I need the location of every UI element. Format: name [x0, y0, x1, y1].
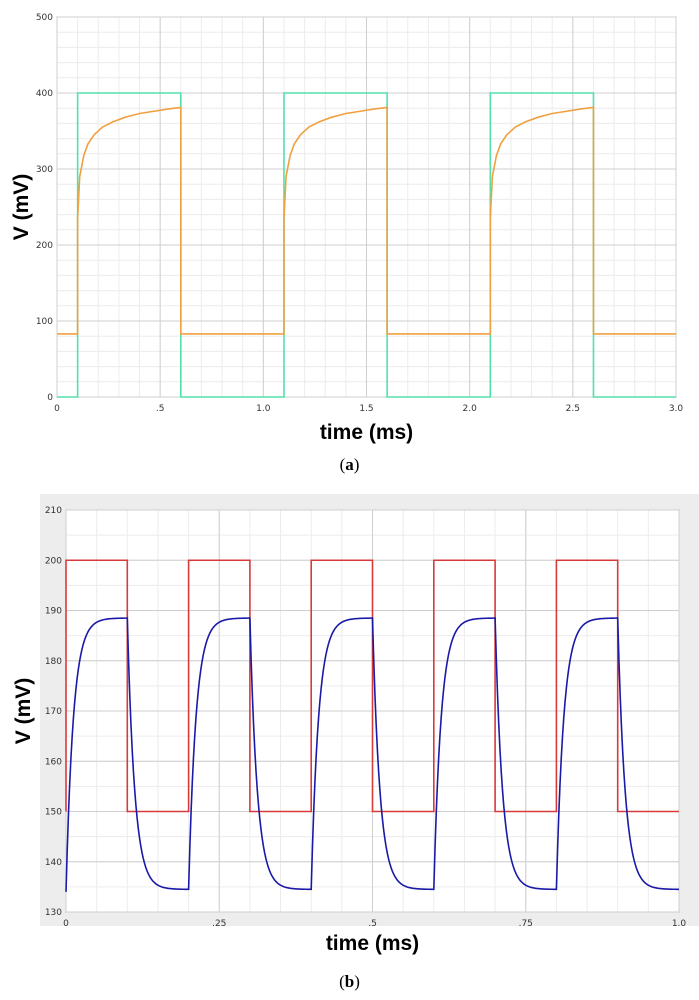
chart-a-svg: 0 .5 1.0 1.5 2.0 2.5 3.0 0 100 200 300 400 500 time (… — [10, 13, 684, 444]
x-axis-label: time (ms) — [320, 421, 413, 444]
chart-panel-a: 0 .5 1.0 1.5 2.0 2.5 3.0 0 100 200 300 400 500 time (… — [0, 0, 699, 480]
y-tick-label: 300 — [36, 165, 53, 175]
y-tick-label: 400 — [36, 89, 53, 99]
input-square-wave — [57, 92, 676, 398]
x-tick-label: .75 — [519, 919, 533, 929]
y-axis-label: V (mV) — [10, 174, 33, 241]
panel-label-a: (a) — [339, 455, 360, 474]
x-tick-label: 2.5 — [566, 404, 580, 414]
x-tick-label: 0 — [54, 404, 60, 414]
x-tick-label: .25 — [212, 919, 226, 929]
y-tick-label: 140 — [45, 858, 62, 868]
y-tick-label: 160 — [45, 757, 62, 767]
x-tick-label: 2.0 — [463, 404, 478, 414]
y-tick-label: 500 — [36, 13, 53, 23]
x-tick-label: .5 — [156, 404, 165, 414]
y-tick-label: 210 — [45, 506, 62, 516]
y-tick-label: 100 — [36, 317, 53, 327]
x-tick-label: 1.0 — [256, 404, 271, 414]
response-curve — [65, 617, 680, 892]
y-tick-label: 130 — [45, 908, 62, 918]
response-curve — [57, 106, 676, 335]
x-tick-label: 3.0 — [669, 404, 684, 414]
y-tick-label: 0 — [47, 393, 53, 403]
x-tick-label: .5 — [368, 919, 377, 929]
x-axis-label: time (ms) — [326, 932, 419, 955]
y-tick-label: 180 — [45, 657, 62, 667]
x-tick-label: 1.5 — [359, 404, 373, 414]
y-axis-label: V (mV) — [12, 678, 35, 745]
chart-b-svg: 0 .25 .5 .75 1.0 130 140 150 160 170 180 190 200 210 t… — [12, 494, 699, 955]
x-tick-label: 1.0 — [672, 919, 687, 929]
y-tick-label: 150 — [45, 808, 62, 818]
input-square-wave — [65, 559, 679, 813]
y-tick-label: 170 — [45, 707, 62, 717]
y-tick-label: 200 — [45, 556, 62, 566]
panel-label-b: (b) — [339, 972, 360, 991]
y-tick-label: 200 — [36, 241, 53, 251]
chart-panel-b: 0 .25 .5 .75 1.0 130 140 150 160 170 180 190 200 210 t… — [0, 494, 699, 1000]
x-tick-label: 0 — [63, 919, 69, 929]
y-tick-label: 190 — [45, 607, 62, 617]
